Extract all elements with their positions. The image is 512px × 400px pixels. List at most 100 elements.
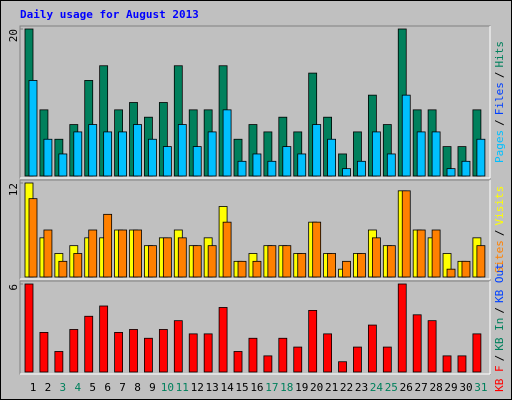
x-tick-label: 6 [104,381,111,394]
bar [133,124,142,177]
bar [58,260,68,278]
bar [457,355,467,373]
x-tick-label: 10 [161,381,174,394]
bar [129,329,138,373]
bar [144,337,153,373]
bar [416,229,426,278]
bar [158,329,168,373]
bar [427,320,437,373]
bar [237,260,247,278]
bar [188,333,198,373]
x-tick-label: 5 [89,381,96,394]
x-tick-label: 23 [355,381,368,394]
x-tick-label: 9 [149,381,156,394]
legend-item: / [493,307,506,314]
bar [267,160,277,177]
x-tick-label: 26 [400,381,413,394]
bar [207,245,217,278]
bar [357,160,366,177]
bar [162,237,172,278]
bar [173,320,183,373]
bar [357,253,366,278]
bar [28,80,38,177]
bar [382,346,392,373]
bar [312,124,322,177]
x-tick-label: 12 [191,381,204,394]
x-tick-label: 8 [134,381,141,394]
bar [431,131,441,177]
bar [412,314,422,373]
bar [222,109,232,177]
bar [248,337,258,373]
x-tick-label: 2 [45,381,52,394]
legend-item: Visits [493,186,506,226]
bar [267,245,277,278]
x-tick-label: 14 [220,381,234,394]
bar [431,229,441,278]
bar [327,138,337,177]
x-tick-label: 22 [340,381,353,394]
x-tick-label: 21 [325,381,338,394]
bar [371,131,381,177]
bar [118,131,127,177]
legend-item: KB In [493,318,506,351]
bar [203,333,213,373]
bar [192,146,202,177]
x-tick-label: 1 [30,381,37,394]
bar [397,283,407,373]
legend-item: Pages [493,130,506,163]
y-tick-label: 12 [7,183,20,196]
bar [446,168,456,177]
bar [476,138,486,177]
bar [103,213,113,278]
legend-item: / [493,119,506,126]
legend: Pages / Files / Hits [493,41,506,163]
bar [278,337,288,373]
bar [103,131,113,177]
bar [327,253,337,278]
bar [218,307,228,373]
legend-item: Hits [493,41,506,68]
legend: KB F / KB In / KB Out [493,263,506,392]
bar [58,153,68,177]
legend-item: Files [493,82,506,115]
legend: Sites / Visits [493,186,506,274]
x-tick-label: 4 [74,381,81,394]
bar [133,229,142,278]
bar [99,305,109,373]
bar [233,351,243,373]
legend-item: / [493,355,506,362]
x-tick-label: 27 [415,381,428,394]
bar [114,331,123,373]
x-tick-label: 16 [250,381,263,394]
bar [207,131,217,177]
bar [39,331,49,373]
bar [297,253,307,278]
y-tick-label: 20 [7,29,20,42]
bar [73,253,83,278]
x-tick-label: 18 [280,381,293,394]
x-tick-label: 25 [385,381,398,394]
bar [252,260,262,278]
x-tick-label: 7 [119,381,126,394]
bar [263,355,273,373]
bar [338,361,347,373]
bar [88,229,98,278]
bar [73,131,83,177]
x-tick-label: 31 [474,381,487,394]
x-tick-label: 19 [295,381,308,394]
bar [401,190,411,278]
bar [24,283,34,373]
bar [308,309,318,373]
bar [446,268,456,278]
bar [222,221,232,278]
legend-item: Sites [493,240,506,273]
bar [84,315,94,373]
bar [148,138,157,177]
bar [401,94,411,177]
x-tick-label: 15 [235,381,248,394]
bar [69,329,79,373]
bar [416,131,426,177]
bar [177,124,187,177]
